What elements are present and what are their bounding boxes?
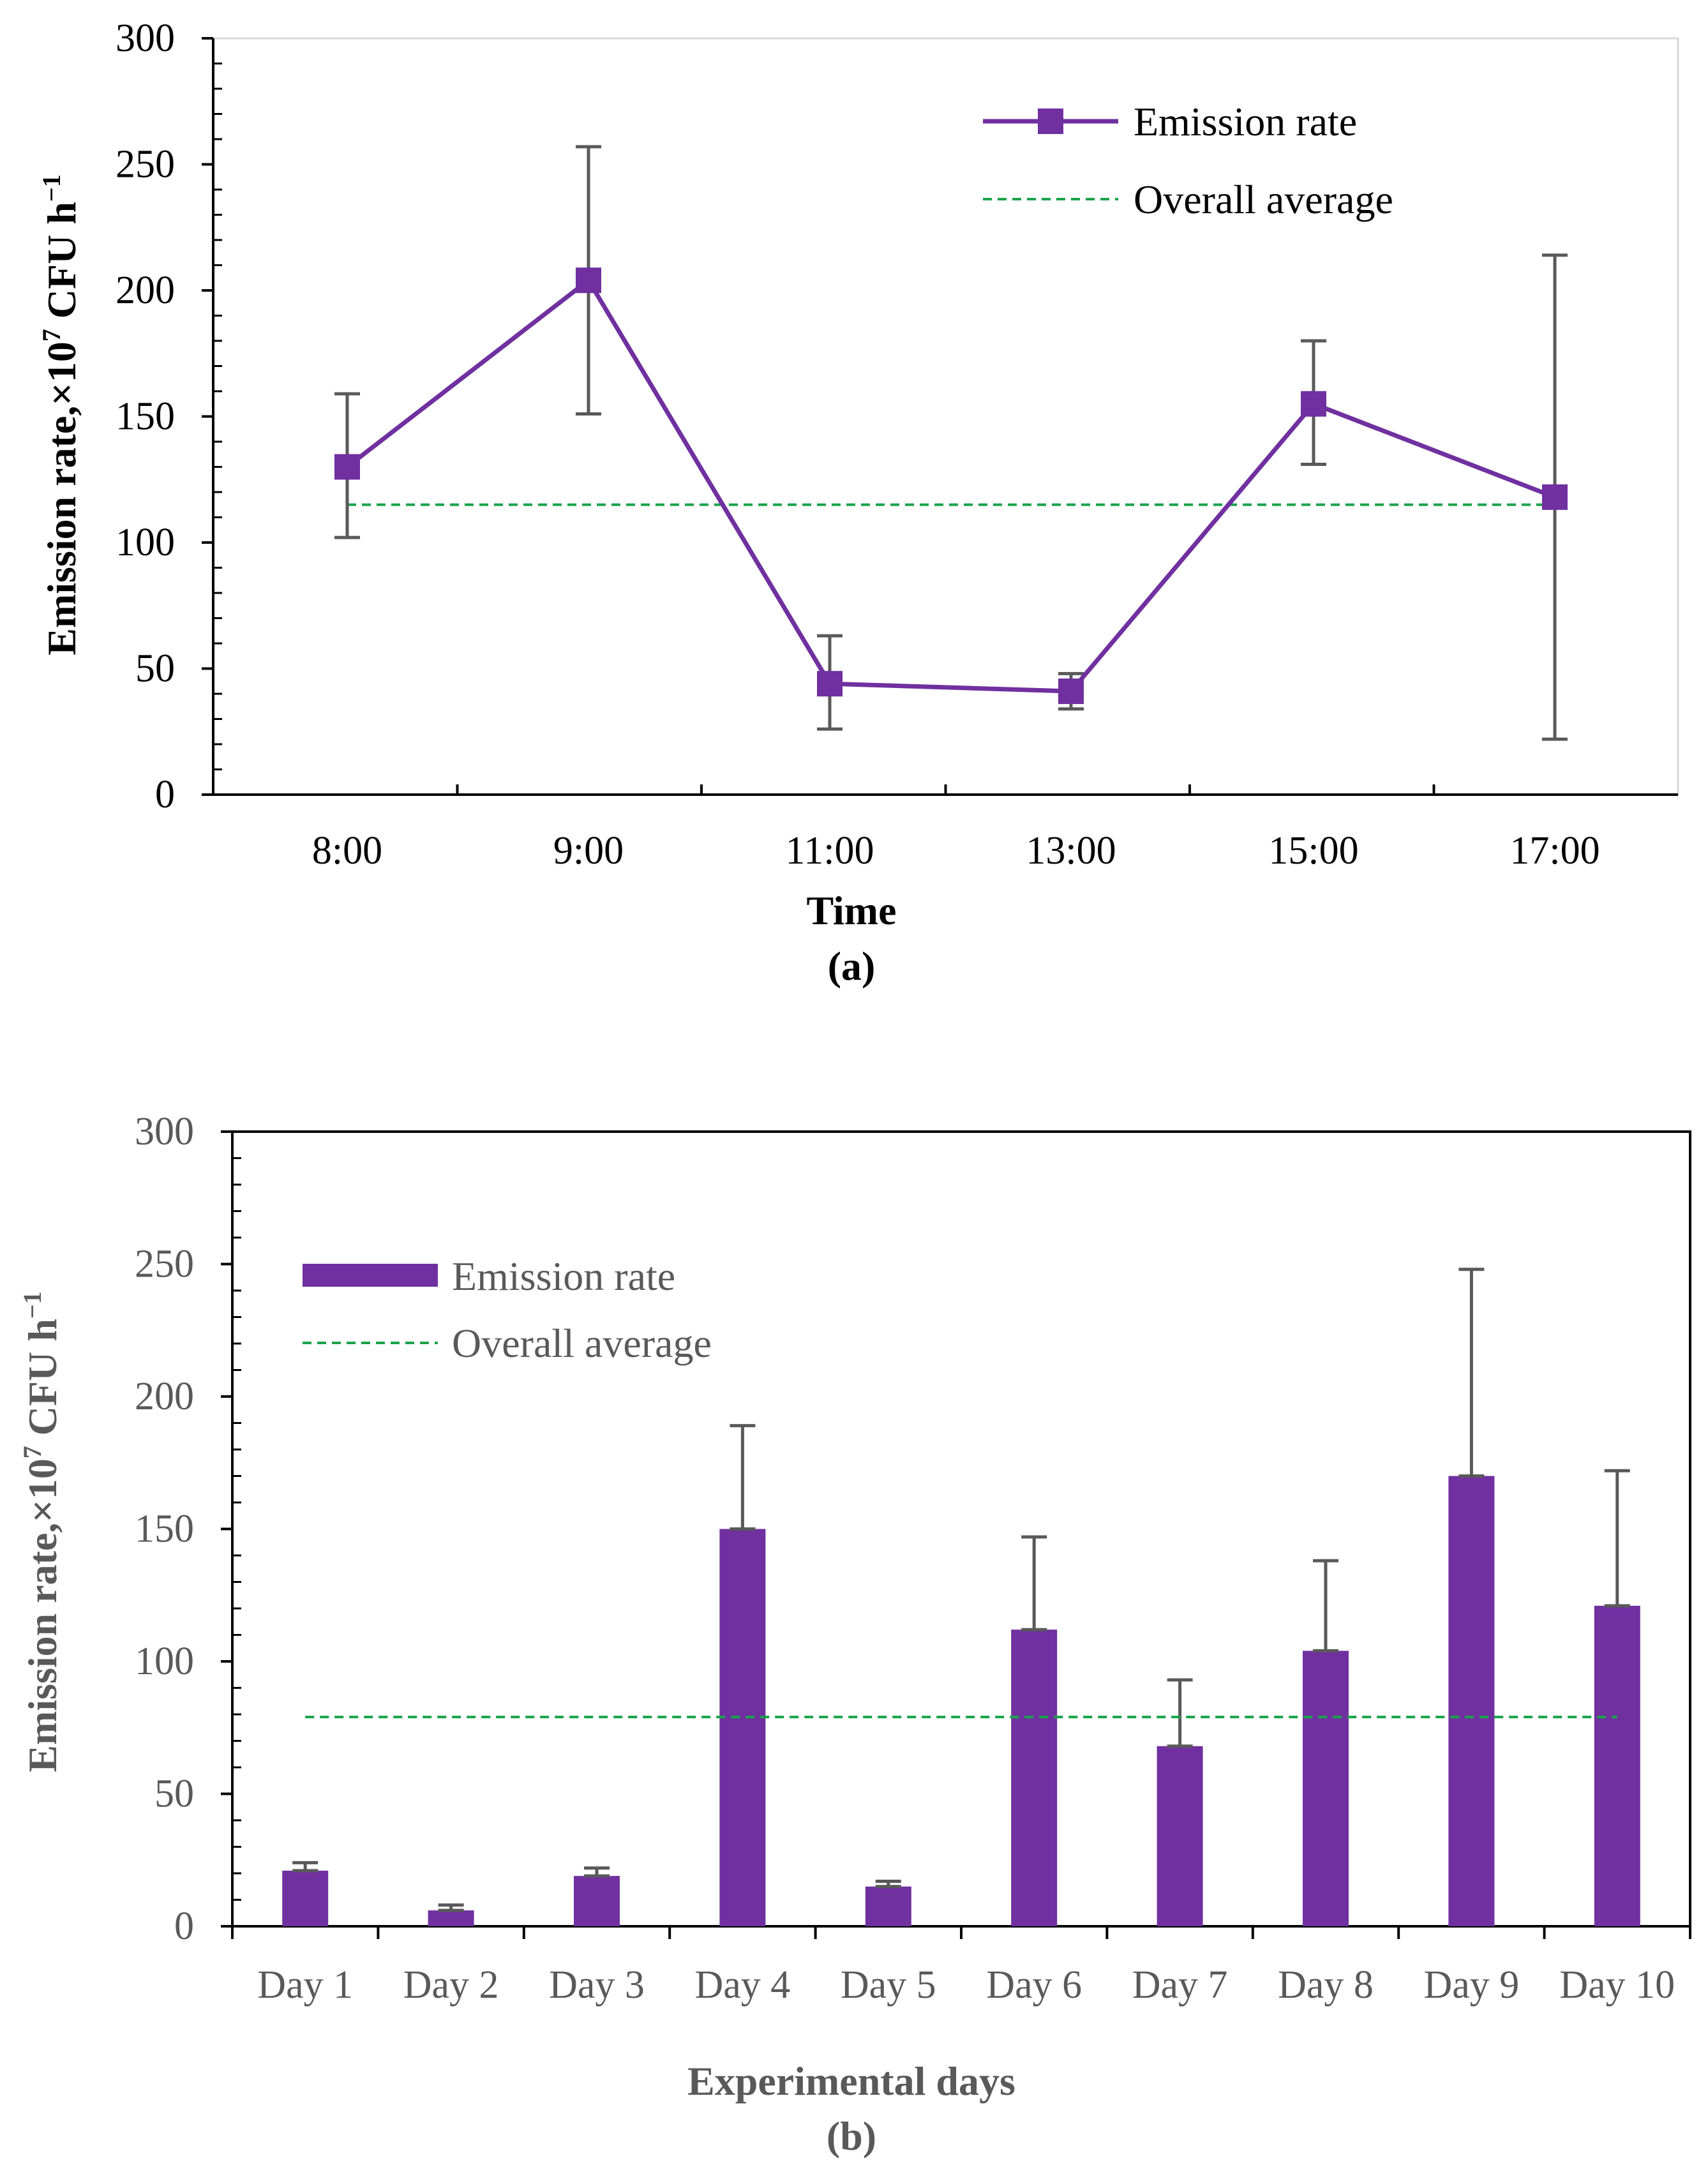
panel-b-y-tick-label: 250 (135, 1243, 194, 1286)
panel-a-y-tick-label: 0 (155, 773, 175, 816)
panel-a-x-tick-label: 15:00 (1268, 829, 1358, 873)
panel-a-y-tick-label: 50 (135, 647, 175, 691)
panel-b-x-tick-label: Day 9 (1424, 1963, 1520, 2007)
legend-a-average-label: Overall average (1134, 177, 1393, 222)
panel-a-y-tick-label: 200 (116, 269, 175, 312)
panel-b-x-axis-title: Experimental days (687, 2058, 1015, 2104)
legend-a-marker-swatch (1038, 109, 1063, 134)
panel-b-y-tick-label: 300 (135, 1110, 194, 1153)
panel-b-bar (1448, 1476, 1495, 1926)
legend-b-bar-swatch (303, 1264, 438, 1287)
panel-b-x-tick-label: Day 4 (695, 1963, 791, 2007)
panel-b-bar (1157, 1746, 1203, 1926)
panel-b-bar (719, 1529, 766, 1926)
panel-b-bar (282, 1870, 329, 1926)
panel-a-data-point (576, 267, 601, 294)
panel-a-y-tick-label: 150 (116, 395, 175, 438)
panel-b-bar (428, 1910, 474, 1926)
panel-a-y-tick-label: 300 (116, 17, 175, 60)
panel-b-x-tick-label: Day 8 (1278, 1963, 1374, 2007)
panel-b-x-tick-label: Day 7 (1132, 1963, 1228, 2007)
panel-b-x-tick-label: Day 1 (257, 1963, 353, 2007)
panel-a-x-tick-label: 9:00 (553, 829, 624, 873)
panel-b-x-tick-label: Day 2 (403, 1963, 499, 2007)
panel-b-y-tick-label: 50 (154, 1772, 194, 1816)
panel-b-legend: Emission rate Overall average (303, 1254, 712, 1366)
panel-b-bar (574, 1876, 620, 1926)
panel-b-x-tick-label: Day 5 (841, 1963, 936, 2007)
panel-b-y-axis-title: Emission rate,×107 CFU h−1 (18, 1291, 65, 1772)
panel-b-y-tick-label: 200 (135, 1375, 194, 1418)
panel-a-y-axis-title: Emission rate,×107 CFU h−1 (37, 174, 84, 655)
panel-b-bar (1303, 1651, 1349, 1926)
panel-a-y-tick-label: 250 (116, 143, 175, 186)
panel-a-x-tick-label: 8:00 (312, 829, 382, 873)
panel-b-y-tick-label: 100 (135, 1640, 194, 1683)
panel-a-data-point (817, 671, 843, 697)
panel-a-legend: Emission rate Overall average (983, 99, 1393, 222)
panel-b-y-tick-label: 150 (135, 1508, 194, 1551)
panel-b-x-tick-label: Day 6 (986, 1963, 1082, 2007)
panel-b-y-tick-label: 0 (174, 1905, 194, 1948)
panel-a-x-axis-title: Time (806, 888, 896, 933)
panel-a-plot-area (212, 37, 1679, 796)
panel-a-series-line (345, 278, 1556, 694)
panel-b-bar (865, 1886, 911, 1926)
panel-a-x-tick-label: 11:00 (786, 829, 874, 873)
panel-a-data-point (334, 454, 360, 480)
panel-b-label: (b) (827, 2113, 876, 2159)
panel-b-x-tick-label: Day 3 (549, 1963, 645, 2007)
panel-a-y-tick-label: 100 (116, 521, 175, 564)
panel-b: 0 50 100 150 200 250 300 Day 1 Day 2 Day 3 Day 4 D… (18, 1110, 1691, 2159)
panel-b-x-tick-label: Day 10 (1559, 1963, 1675, 2007)
panel-b-bar (1594, 1605, 1640, 1926)
panel-a-x-tick-label: 17:00 (1509, 829, 1599, 873)
panel-a-data-point (1301, 391, 1326, 417)
panel-a: 0 50 100 150 200 250 300 8:00 9:00 11:00 13:00 15:… (37, 17, 1679, 989)
panel-a-data-point (1542, 484, 1568, 510)
panel-a-data-point (1058, 678, 1084, 705)
panel-b-bar (1011, 1629, 1058, 1926)
legend-b-emission-label: Emission rate (452, 1254, 675, 1299)
panel-a-label: (a) (828, 943, 876, 989)
panel-a-x-tick-label: 13:00 (1026, 829, 1116, 873)
legend-b-average-label: Overall average (452, 1321, 712, 1366)
legend-a-emission-label: Emission rate (1134, 99, 1357, 144)
